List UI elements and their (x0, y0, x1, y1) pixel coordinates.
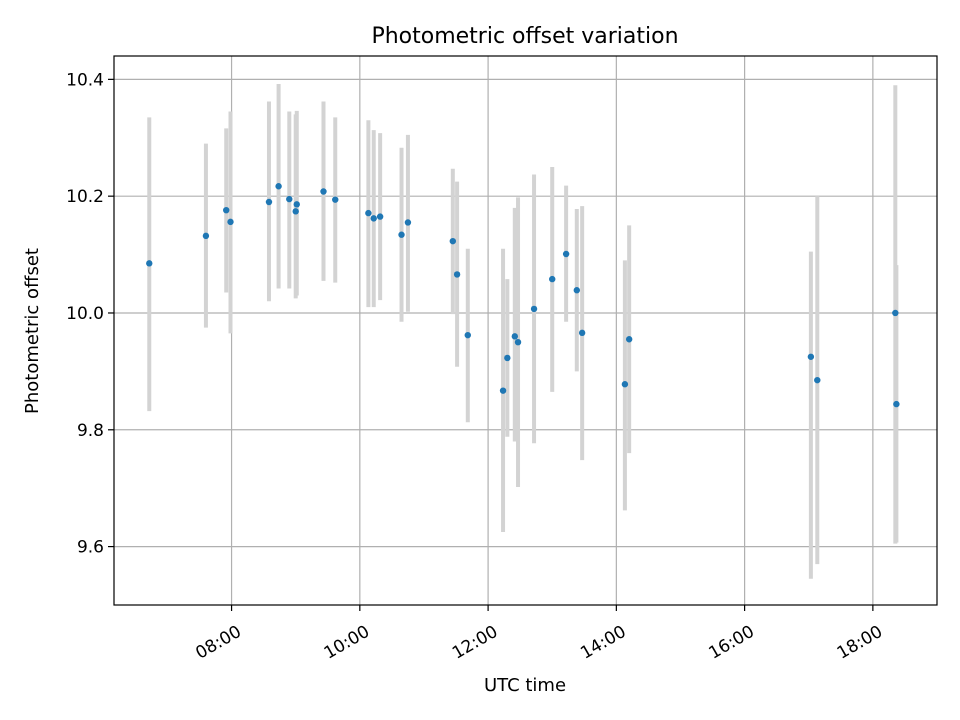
data-point (146, 260, 153, 267)
data-point (549, 275, 556, 283)
data-point (320, 188, 327, 195)
chart-title: Photometric offset variation (371, 24, 678, 49)
data-point (530, 305, 538, 313)
data-point (398, 231, 405, 238)
y-axis-label: Photometric offset (22, 248, 43, 414)
grid (114, 56, 937, 605)
y-tick-label: 9.8 (77, 421, 104, 441)
data-points (146, 183, 900, 408)
data-point (275, 183, 282, 190)
data-point (370, 215, 377, 222)
data-point (202, 232, 210, 240)
data-point (464, 331, 471, 339)
data-point (365, 209, 372, 217)
data-point (292, 208, 299, 215)
y-tick-label: 10.2 (66, 187, 104, 207)
data-point (499, 387, 507, 394)
data-point (573, 287, 581, 294)
y-tick-label: 9.6 (77, 538, 104, 558)
data-point (504, 354, 511, 362)
data-point (562, 250, 570, 258)
data-point (286, 195, 293, 203)
y-tick-label: 10.0 (66, 304, 104, 324)
data-point (453, 271, 461, 278)
plot-frame (113, 55, 938, 606)
data-point (332, 196, 339, 203)
data-point (814, 376, 821, 384)
data-point (893, 400, 900, 408)
data-point (223, 206, 230, 214)
data-point (449, 237, 457, 245)
y-tick-label: 10.4 (66, 70, 104, 90)
data-point (578, 329, 586, 337)
data-point (514, 338, 522, 346)
data-point (807, 353, 815, 360)
data-point (625, 336, 633, 343)
data-point (265, 198, 273, 206)
x-axis-label: UTC time (484, 675, 566, 696)
data-point (227, 218, 234, 226)
data-point (404, 219, 412, 226)
data-point (621, 381, 629, 388)
data-point (511, 333, 519, 340)
data-point (293, 201, 300, 208)
data-point (376, 213, 384, 220)
data-point (892, 309, 899, 317)
